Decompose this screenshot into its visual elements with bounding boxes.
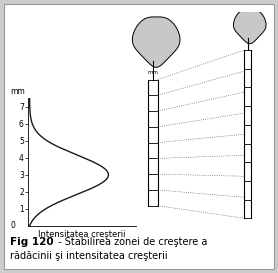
Text: mm: mm: [10, 87, 25, 96]
X-axis label: Intensitatea creşterii: Intensitatea creşterii: [38, 230, 126, 239]
Text: rădăcinii şi intensitatea creşterii: rădăcinii şi intensitatea creşterii: [10, 251, 168, 261]
Text: Fig 120: Fig 120: [10, 237, 54, 247]
Text: 0: 0: [11, 221, 15, 230]
Polygon shape: [234, 10, 266, 44]
Text: - Stabilirea zonei de creştere a: - Stabilirea zonei de creştere a: [55, 237, 207, 247]
Polygon shape: [132, 17, 180, 67]
Text: mm: mm: [148, 70, 159, 75]
